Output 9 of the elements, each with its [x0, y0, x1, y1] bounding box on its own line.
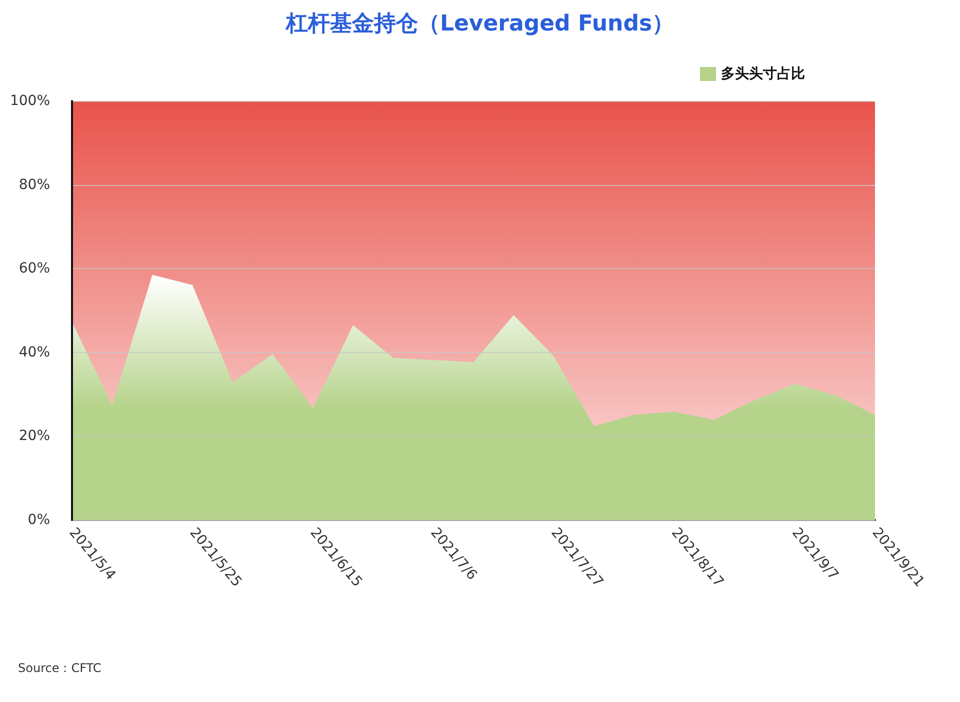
y-tick-label: 80%: [18, 176, 50, 193]
legend-label: 多头头寸占比: [721, 66, 805, 82]
y-tick-label: 60%: [18, 260, 50, 277]
source-note: Source：CFTC: [18, 661, 102, 675]
y-tick-label: 0%: [28, 512, 50, 528]
y-tick-label: 20%: [18, 428, 50, 444]
chart-title: 杠杆基金持仓（Leveraged Funds）: [284, 12, 674, 36]
y-tick-label: 40%: [18, 344, 50, 360]
y-tick-label: 100%: [10, 93, 50, 109]
